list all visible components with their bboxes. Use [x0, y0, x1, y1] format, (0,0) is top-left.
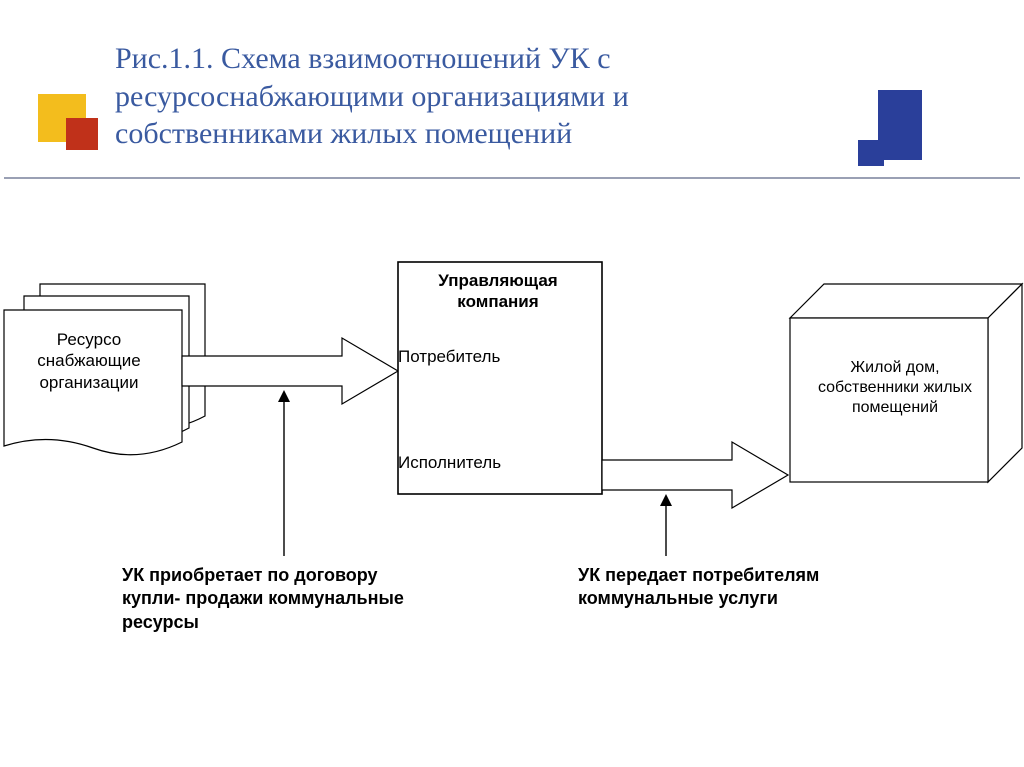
center-box-role-consumer: Потребитель [398, 346, 598, 367]
right-box-label: Жилой дом, собственники жилых помещений [805, 358, 985, 418]
caption-left: УК приобретает по договору купли- продаж… [122, 564, 432, 634]
diagram-slide: { "title": { "text": "Рис.1.1. Схема вза… [0, 0, 1024, 767]
left-box-label: Ресурсо снабжающие организации [4, 329, 174, 393]
caption-right: УК передает потребителям коммунальные ус… [578, 564, 908, 611]
center-box-role-executor: Исполнитель [398, 452, 598, 473]
center-box-title: Управляющая компания [398, 270, 598, 313]
